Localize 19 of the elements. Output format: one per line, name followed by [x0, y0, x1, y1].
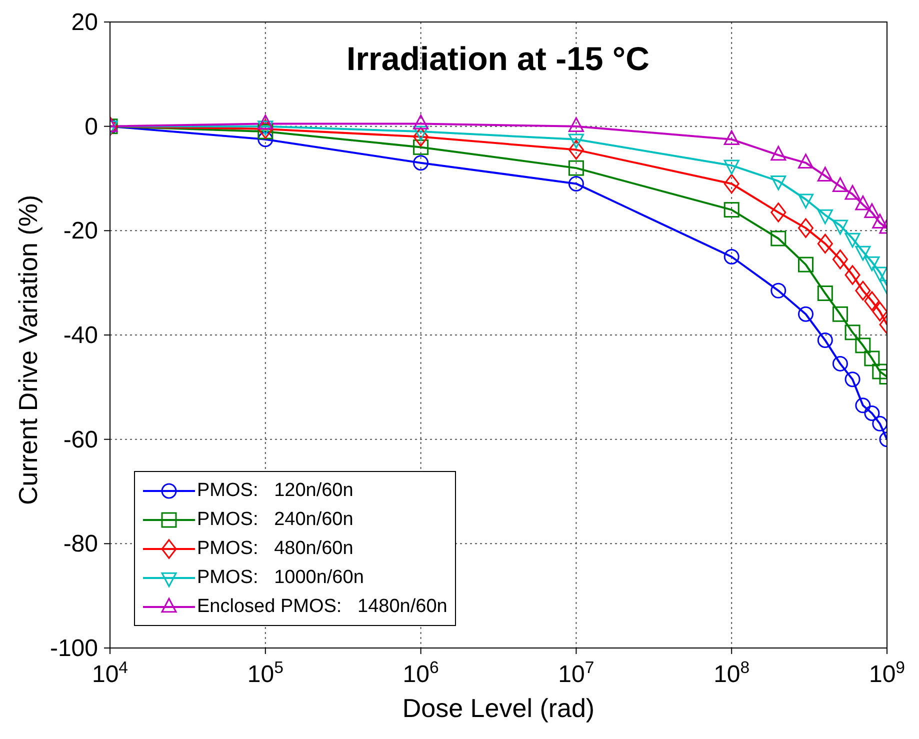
- y-axis-title: Current Drive Variation (%): [13, 194, 44, 505]
- legend-label: Enclosed PMOS: 1480n/60n: [197, 596, 448, 618]
- x-tick-label: 10$^{7}$: [558, 658, 594, 688]
- legend-label: PMOS: 1000n/60n: [197, 566, 364, 588]
- y-tick-label: 0: [84, 113, 98, 140]
- y-tick-label: -60: [63, 426, 98, 454]
- legend-label: PMOS: 240n/60n: [197, 508, 354, 530]
- x-tick-label: 10$^{5}$: [247, 658, 284, 688]
- legend-label: PMOS: 480n/60n: [197, 538, 354, 560]
- x-tick-label: 10$^{9}$: [868, 658, 906, 688]
- y-tick-label: -80: [63, 530, 98, 558]
- text: Irradiation at -15 °C: [346, 40, 650, 77]
- x-tick-label: 10$^{6}$: [402, 658, 439, 688]
- y-tick-label: -20: [63, 218, 98, 245]
- y-tick-label: -40: [63, 322, 98, 349]
- x-axis-title: Dose Level (rad): [402, 693, 595, 723]
- y-tick-label: 20: [71, 9, 98, 36]
- legend-label: PMOS: 120n/60n: [197, 480, 354, 502]
- x-tick-label: 10$^{8}$: [714, 658, 750, 688]
